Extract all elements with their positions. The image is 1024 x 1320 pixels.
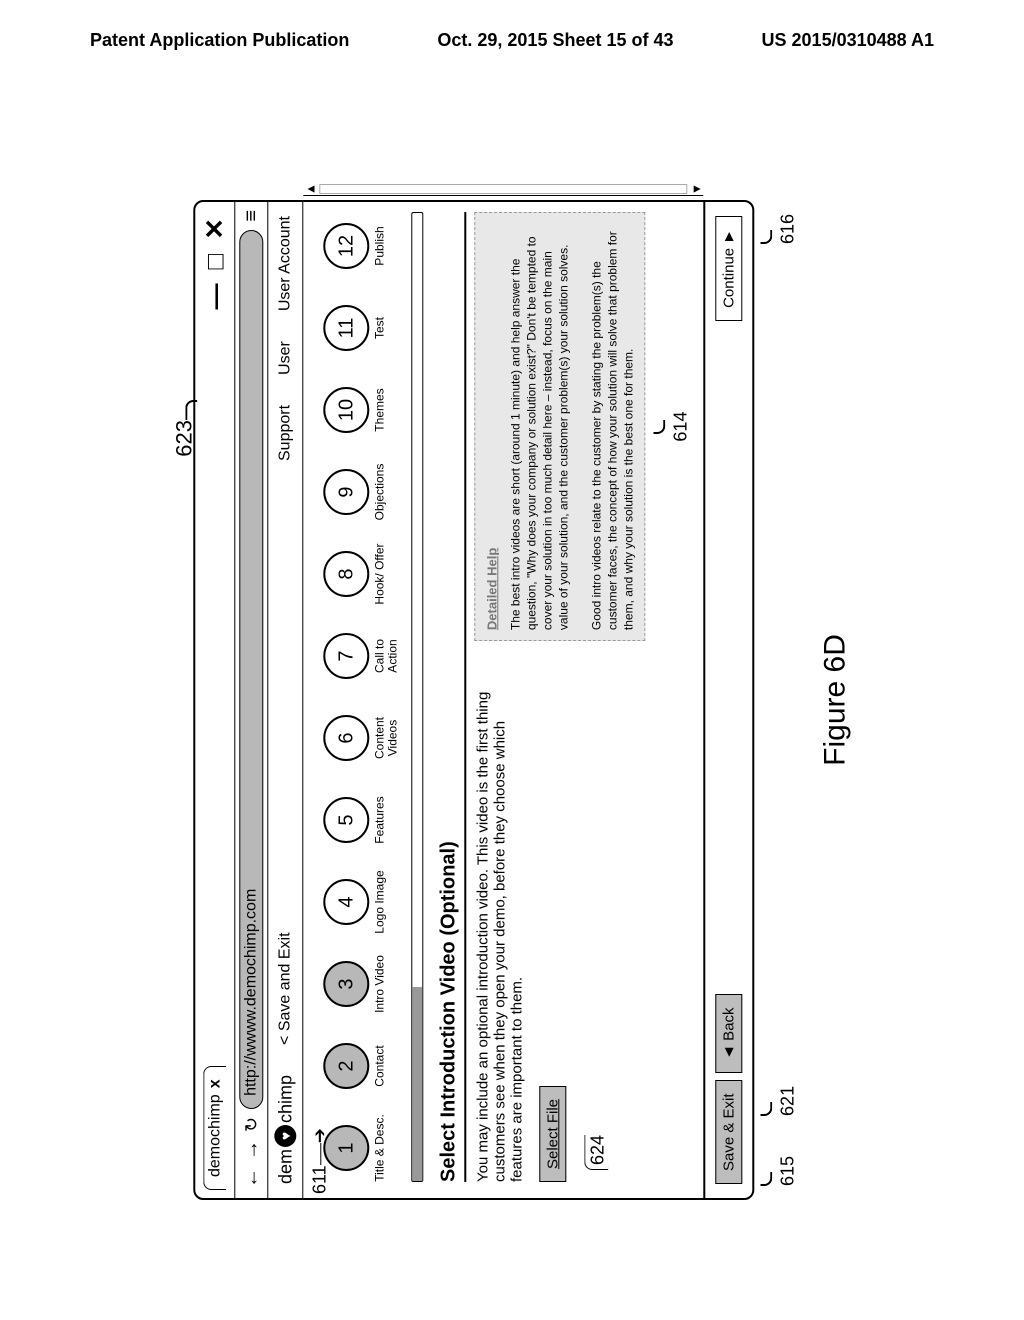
lead-611: 611➔: [309, 1128, 330, 1194]
step-label: Contact: [373, 1045, 399, 1086]
scroll-up-icon[interactable]: ▲: [303, 183, 317, 195]
step-label: Publish: [373, 226, 399, 265]
lead-614: 614: [650, 212, 692, 641]
back-arrow-icon: ◄: [721, 1045, 738, 1060]
step-circle: 12: [323, 223, 369, 269]
step-label: Logo Image: [373, 870, 399, 933]
pub-left: Patent Application Publication: [90, 30, 349, 51]
scroll-down-icon[interactable]: ▼: [690, 183, 704, 195]
step-label: Themes: [373, 388, 399, 431]
main-area: 611➔ 1Title & Desc. 2Contact 3Intro Video 4…: [303, 196, 703, 1198]
wizard-step-7[interactable]: 7Call to Action: [323, 622, 399, 690]
brand-right: chimp: [275, 1075, 296, 1123]
figure-caption: Figure 6D: [819, 200, 853, 1200]
brand-badge-icon: ♥: [274, 1125, 296, 1147]
wizard-step-10[interactable]: 10Themes: [323, 376, 399, 444]
section-title: Select Introduction Video (Optional): [438, 212, 467, 1182]
address-bar: ← → ↻ http://wwww.demochimp.com ≡: [235, 202, 268, 1198]
step-label: Intro Video: [373, 955, 399, 1013]
browser-tab[interactable]: demochimp x: [203, 1066, 226, 1190]
help-p1: The best intro videos are short (around …: [507, 223, 572, 630]
save-exit-button[interactable]: Save & Exit: [716, 1080, 743, 1184]
pub-right: US 2015/0310488 A1: [762, 30, 934, 51]
step-label: Objections: [373, 464, 399, 521]
page-header: Patent Application Publication Oct. 29, …: [0, 0, 1024, 63]
window-close-icon[interactable]: ✕: [199, 218, 230, 240]
url-field[interactable]: http://wwww.demochimp.com: [239, 230, 263, 1109]
pub-mid: Oct. 29, 2015 Sheet 15 of 43: [437, 30, 673, 51]
nav-support[interactable]: Support: [276, 405, 294, 461]
window-maximize-icon[interactable]: □: [199, 254, 230, 270]
lead-615: 615: [778, 1156, 798, 1186]
lead-616: 616: [778, 214, 798, 244]
help-p2: Good intro videos relate to the customer…: [588, 223, 637, 630]
continue-button[interactable]: Continue ►: [716, 216, 743, 321]
wizard-step-11[interactable]: 11Test: [323, 294, 399, 362]
intro-paragraph: You may include an optional introduction…: [475, 667, 526, 1182]
progress-fill: [413, 987, 423, 1181]
wizard-step-5[interactable]: 5Features: [323, 786, 399, 854]
progress-bar: [412, 212, 424, 1182]
lead-624: 624: [567, 667, 591, 1182]
continue-arrow-icon: ►: [721, 229, 738, 244]
scroll-track[interactable]: [319, 184, 687, 194]
step-label: Call to Action: [373, 622, 399, 690]
step-circle: 4: [323, 879, 369, 925]
wizard-step-8[interactable]: 8Hook/ Offer: [323, 540, 399, 608]
step-circle: 11: [323, 305, 369, 351]
wizard-step-6[interactable]: 6Content Videos: [323, 704, 399, 772]
browser-window: demochimp x — □ ✕ ← → ↻ http://wwww.demo…: [193, 200, 754, 1200]
help-heading: Detailed Help: [484, 223, 502, 630]
select-file-button[interactable]: Select File: [540, 1086, 567, 1182]
step-circle: 7: [323, 633, 369, 679]
step-circle: 2: [323, 1043, 369, 1089]
vertical-scrollbar[interactable]: ▲ ▼: [303, 183, 703, 196]
nav-user[interactable]: User: [276, 341, 294, 375]
step-label: Content Videos: [373, 704, 399, 772]
brand-left: dem: [275, 1149, 296, 1184]
wizard-step-4[interactable]: 4Logo Image: [323, 868, 399, 936]
step-circle: 3: [323, 961, 369, 1007]
step-label: Test: [373, 317, 399, 339]
bottom-leads: 615 621 616: [757, 200, 799, 1200]
wizard-step-3[interactable]: 3Intro Video: [323, 950, 399, 1018]
step-label: Title & Desc.: [373, 1114, 399, 1182]
back-button[interactable]: ◄ Back: [716, 994, 743, 1072]
nav-back-icon[interactable]: ←: [240, 1168, 263, 1188]
titlebar: demochimp x — □ ✕: [195, 202, 235, 1198]
step-circle: 10: [323, 387, 369, 433]
app-header: dem ♥ chimp < Save and Exit Support User…: [268, 202, 303, 1198]
step-circle: 5: [323, 797, 369, 843]
tab-close-icon[interactable]: x: [206, 1079, 224, 1088]
nav-user-account[interactable]: User Account: [276, 216, 294, 311]
lead-621: 621: [778, 1086, 798, 1116]
step-circle: 9: [323, 469, 369, 515]
wizard-steps: 1Title & Desc. 2Contact 3Intro Video 4Logo …: [313, 212, 405, 1182]
rotated-figure: 623 demochimp x — □ ✕ ← → ↻ http:/: [171, 200, 852, 1200]
wizard-step-9[interactable]: 9Objections: [323, 458, 399, 526]
step-label: Hook/ Offer: [373, 543, 399, 604]
step-label: Features: [373, 796, 399, 843]
menu-icon[interactable]: ≡: [240, 212, 263, 222]
reload-icon[interactable]: ↻: [241, 1117, 262, 1132]
step-circle: 6: [323, 715, 369, 761]
wizard-footer: Save & Exit ◄ Back Continue ►: [704, 202, 753, 1198]
wizard-step-2[interactable]: 2Contact: [323, 1032, 399, 1100]
tab-title: demochimp: [206, 1094, 224, 1177]
window-minimize-icon[interactable]: —: [199, 284, 230, 310]
wizard-step-12[interactable]: 12Publish: [323, 212, 399, 280]
wizard-step-1[interactable]: 1Title & Desc.: [323, 1114, 399, 1182]
nav-forward-icon[interactable]: →: [240, 1140, 263, 1160]
detailed-help-box: Detailed Help The best intro videos are …: [475, 212, 646, 641]
step-circle: 8: [323, 551, 369, 597]
save-and-exit-link[interactable]: < Save and Exit: [276, 932, 294, 1045]
